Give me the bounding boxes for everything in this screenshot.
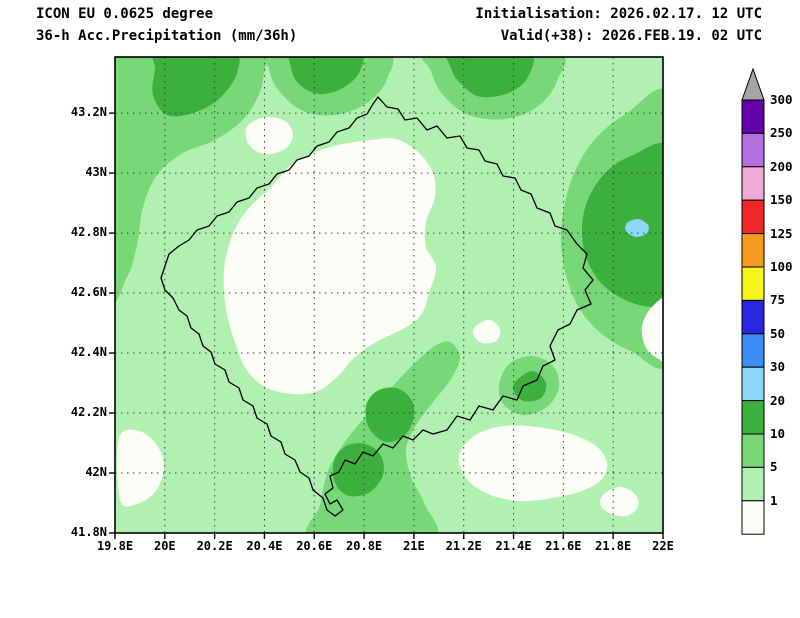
precip-region-central-dry <box>223 138 437 395</box>
y-axis-label: 41.8N <box>70 525 107 539</box>
axis-ticks <box>109 112 664 539</box>
precip-region-northwest <box>115 57 267 304</box>
colorbar-label: 50 <box>770 325 786 341</box>
colorbar-label: 30 <box>770 359 786 375</box>
colorbar-segment-100-125 <box>741 233 765 268</box>
colorbar-label: 5 <box>770 459 778 475</box>
precip-region-northwest-core <box>152 57 240 117</box>
precip-region-north-dry-patch <box>245 116 293 155</box>
colorbar-segment-200-250 <box>741 132 765 168</box>
colorbar-label: 150 <box>770 192 793 208</box>
y-axis-label: 43N <box>85 165 107 180</box>
colorbar-label: 250 <box>770 125 793 141</box>
colorbar-segment-5-10 <box>741 433 765 468</box>
map-frame <box>114 56 664 534</box>
x-axis-label: 21.4E <box>495 539 532 553</box>
precip-region-south-core-lower <box>332 443 384 497</box>
x-axis-label: 20E <box>153 539 176 553</box>
valid-time: Valid(+38): 2026.FEB.19. 02 UTC <box>500 28 762 44</box>
colorbar-segment-125-150 <box>741 199 765 235</box>
country-border <box>160 96 594 517</box>
colorbar-segment-<1 <box>741 500 765 535</box>
y-axis-label: 42.2N <box>70 405 107 420</box>
precip-region-southeast-dry-small <box>599 487 639 517</box>
precip-region-northeast-core <box>446 57 534 98</box>
colorbar-label: 100 <box>770 259 793 274</box>
x-axis-label: 19.8E <box>96 539 134 553</box>
precipitation-map-svg <box>109 56 664 539</box>
x-axis-label: 20.8E <box>346 539 383 553</box>
x-axis-label: 21.8E <box>595 539 632 553</box>
colorbar-segment-75-100 <box>741 266 765 301</box>
colorbar-segment-30-50 <box>741 333 765 368</box>
map-plot-area: 19.8E 20E 20.2E 20.4E 20.6E 20.8E 21E 21.2E 21.4… <box>71 56 674 553</box>
x-axis-label: 20.2E <box>196 539 233 553</box>
colorbar-label: 1 <box>770 492 778 508</box>
grid-lines <box>115 57 663 533</box>
x-axis-label: 20.4E <box>246 539 283 553</box>
colorbar-segment-20-30 <box>741 366 765 402</box>
colorbar-label: 125 <box>770 225 793 241</box>
colorbar: 300 250 200 150 125 100 75 50 30 20 10 5 1 <box>741 67 800 536</box>
colorbar-scale <box>741 67 765 535</box>
product-name: 36-h Acc.Precipitation (mm/36h) <box>36 28 298 44</box>
precip-region-center-east-dry-spot <box>472 319 501 344</box>
initialisation-time: Initialisation: 2026.02.17. 12 UTC <box>475 6 762 22</box>
colorbar-label: 20 <box>770 392 786 408</box>
x-axis-label: 21.6E <box>545 539 582 553</box>
y-axis-label: 42.8N <box>70 225 107 240</box>
precip-region-north-center-core <box>288 57 364 95</box>
y-axis-label: 43.2N <box>70 105 107 120</box>
map-layers <box>115 57 663 533</box>
colorbar-label: 75 <box>770 292 786 308</box>
precip-region-east-core <box>581 142 663 311</box>
y-axis-label: 42N <box>85 465 107 479</box>
precip-region-southeast-dry <box>458 425 608 502</box>
colorbar-label: 200 <box>770 158 793 174</box>
precip-region-south-core-upper <box>365 387 415 443</box>
colorbar-overflow-arrow <box>741 67 765 101</box>
x-axis-label: 22E <box>652 539 674 553</box>
colorbar-segment-1-5 <box>741 466 765 502</box>
y-axis-label: 42.6N <box>70 285 107 300</box>
colorbar-segment-50-75 <box>741 299 765 335</box>
precip-region-east-edge-dry <box>641 297 663 363</box>
colorbar-label: 300 <box>770 92 793 107</box>
x-axis-label: 21.2E <box>445 539 482 553</box>
y-axis-label: 42.4N <box>70 345 107 360</box>
x-axis-label: 21E <box>403 539 425 553</box>
colorbar-segment-150-200 <box>741 166 765 201</box>
colorbar-segment-10-20 <box>741 400 765 435</box>
colorbar-label: 10 <box>770 426 786 441</box>
model-name: ICON EU 0.0625 degree <box>36 6 214 22</box>
colorbar-segment-250-300 <box>741 99 765 134</box>
precip-region-east-maximum <box>625 218 649 238</box>
x-axis-label: 20.6E <box>296 539 333 553</box>
precip-region-southwest-dry <box>117 429 165 507</box>
